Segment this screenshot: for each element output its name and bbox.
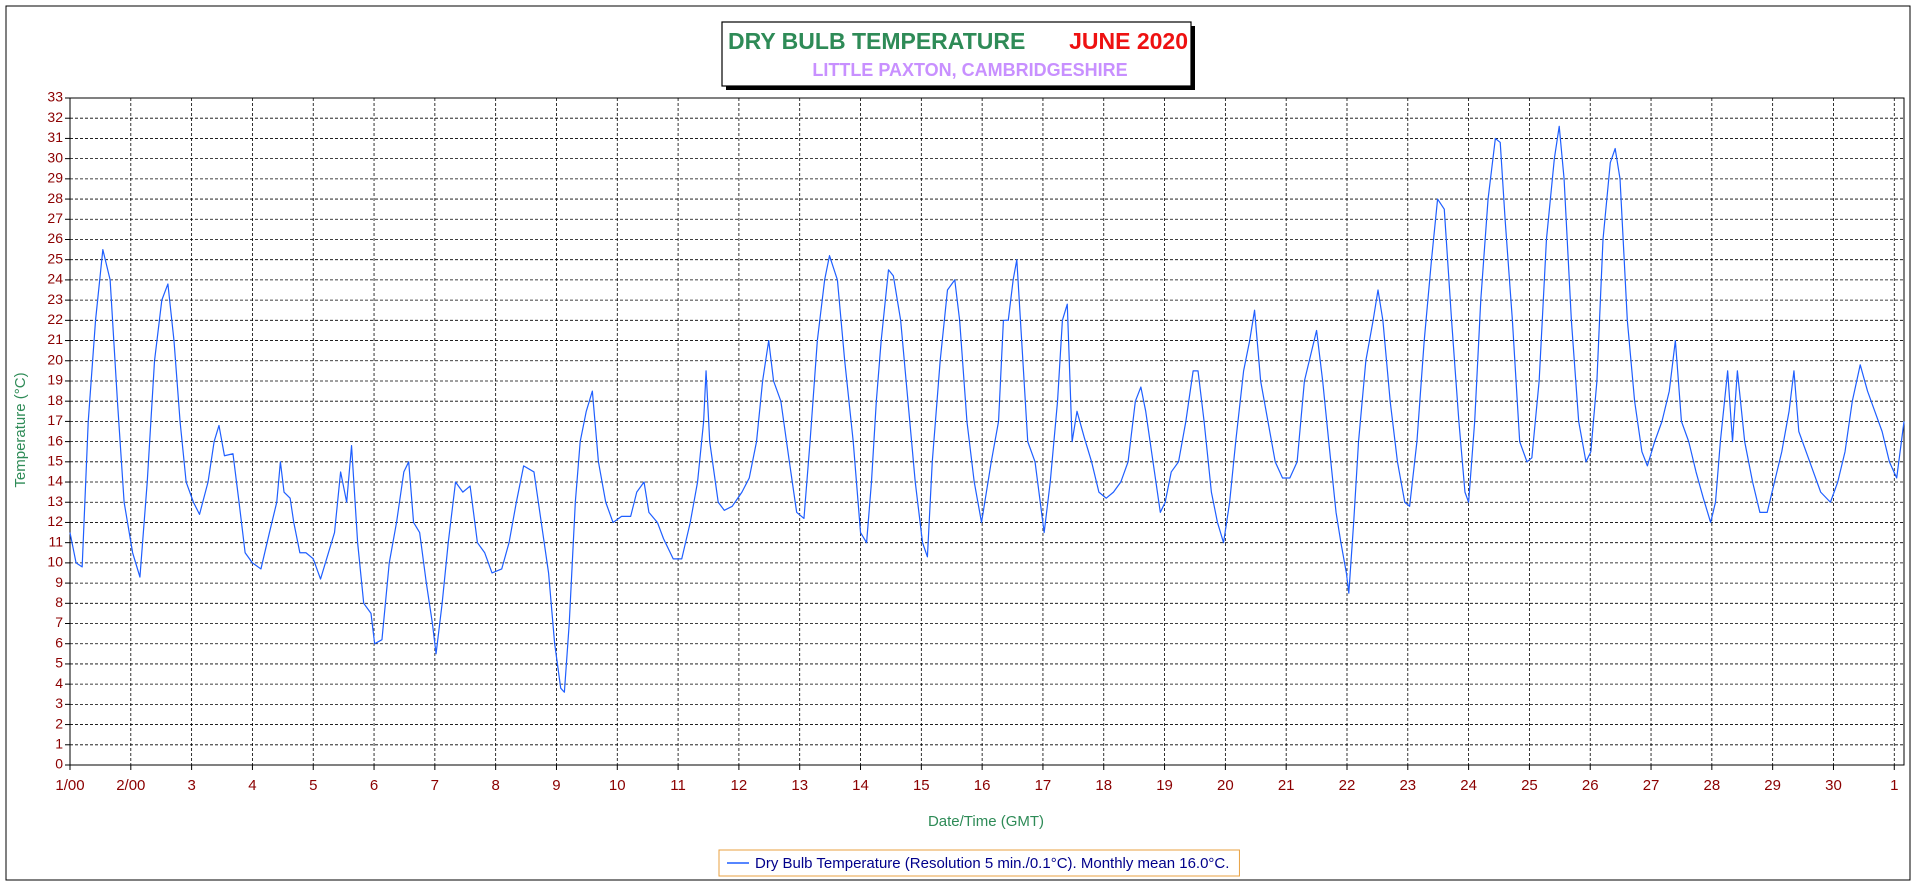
plot-frame xyxy=(69,97,1905,766)
x-tick-label: 14 xyxy=(852,777,869,794)
x-tick-label: 4 xyxy=(248,777,256,794)
y-tick-label: 6 xyxy=(55,634,63,650)
y-tick-label: 19 xyxy=(47,372,63,388)
y-tick-label: 18 xyxy=(47,392,63,408)
x-tick-label: 6 xyxy=(370,777,378,794)
y-tick-label: 29 xyxy=(47,170,63,186)
legend-box xyxy=(718,849,1240,877)
y-tick-label: 33 xyxy=(47,89,63,105)
y-tick-label: 8 xyxy=(55,594,63,610)
y-tick-label: 30 xyxy=(47,149,63,165)
x-tick-label: 3 xyxy=(187,777,195,794)
x-tick-label: 26 xyxy=(1582,777,1599,794)
y-tick-label: 12 xyxy=(47,513,63,529)
x-tick-label: 10 xyxy=(609,777,626,794)
x-tick-label: 23 xyxy=(1399,777,1416,794)
x-tick-label: 24 xyxy=(1460,777,1477,794)
x-tick-label: 1 xyxy=(1890,777,1898,794)
y-tick-label: 28 xyxy=(47,190,63,206)
x-tick-label: 20 xyxy=(1217,777,1234,794)
x-axis-label: Date/Time (GMT) xyxy=(928,813,1044,830)
chart-title: DRY BULB TEMPERATURE xyxy=(728,28,1025,54)
chart-title-period: JUNE 2020 xyxy=(1069,28,1188,54)
x-tick-label: 16 xyxy=(974,777,991,794)
x-tick-label: 11 xyxy=(670,777,686,794)
y-tick-label: 23 xyxy=(47,291,63,307)
y-tick-label: 1 xyxy=(55,735,63,751)
y-tick-label: 9 xyxy=(55,574,63,590)
y-tick-label: 20 xyxy=(47,351,63,367)
chart-frame xyxy=(5,5,1911,881)
x-tick-label: 28 xyxy=(1703,777,1720,794)
legend: Dry Bulb Temperature (Resolution 5 min./… xyxy=(718,849,1240,877)
x-tick-label: 12 xyxy=(731,777,748,794)
x-tick-label: 9 xyxy=(552,777,560,794)
y-tick-label: 32 xyxy=(47,109,63,125)
y-tick-label: 26 xyxy=(47,230,63,246)
y-tick-label: 14 xyxy=(47,473,63,489)
y-tick-label: 21 xyxy=(47,331,63,347)
y-tick-label: 31 xyxy=(47,129,63,145)
x-tick-label: 18 xyxy=(1095,777,1112,794)
plot xyxy=(69,125,1905,693)
x-tick-label: 15 xyxy=(913,777,930,794)
y-tick-label: 22 xyxy=(47,311,63,327)
x-tick-label: 8 xyxy=(491,777,499,794)
x-tick-label: 19 xyxy=(1156,777,1173,794)
x-tick-label: 29 xyxy=(1764,777,1781,794)
y-tick-label: 27 xyxy=(47,210,63,226)
x-tick-label: 21 xyxy=(1278,777,1295,794)
x-tick-label: 25 xyxy=(1521,777,1538,794)
grid xyxy=(69,97,1904,766)
legend-label: Dry Bulb Temperature (Resolution 5 min./… xyxy=(755,855,1229,872)
y-tick-label: 2 xyxy=(55,715,63,731)
y-tick-label: 5 xyxy=(55,655,63,671)
x-tick-label: 7 xyxy=(431,777,439,794)
y-tick-label: 3 xyxy=(55,695,63,711)
y-tick-label: 11 xyxy=(48,533,63,549)
data-line xyxy=(69,125,1905,693)
y-tick-label: 13 xyxy=(47,493,63,509)
y-axis-label: Temperature (°C) xyxy=(12,372,29,487)
y-tick-label: 16 xyxy=(47,432,63,448)
y-tick-label: 17 xyxy=(47,412,63,428)
y-tick-label: 4 xyxy=(55,675,63,691)
x-tick-label: 30 xyxy=(1825,777,1842,794)
axes: 0123456789101112131415161718192021222324… xyxy=(47,89,1905,794)
x-tick-label: 27 xyxy=(1643,777,1660,794)
x-tick-label: 13 xyxy=(791,777,808,794)
x-tick-label: 2/00 xyxy=(116,777,145,794)
x-tick-label: 22 xyxy=(1339,777,1356,794)
title-box xyxy=(721,21,1192,87)
y-tick-label: 24 xyxy=(47,271,63,287)
y-tick-label: 25 xyxy=(47,250,63,266)
chart-subtitle: LITTLE PAXTON, CAMBRIDGESHIRE xyxy=(812,60,1127,80)
y-tick-label: 0 xyxy=(55,756,63,772)
x-tick-label: 1/00 xyxy=(55,777,84,794)
y-tick-label: 10 xyxy=(47,554,63,570)
y-tick-label: 15 xyxy=(47,453,63,469)
x-tick-label: 17 xyxy=(1035,777,1052,794)
y-tick-label: 7 xyxy=(55,614,63,630)
x-tick-label: 5 xyxy=(309,777,317,794)
